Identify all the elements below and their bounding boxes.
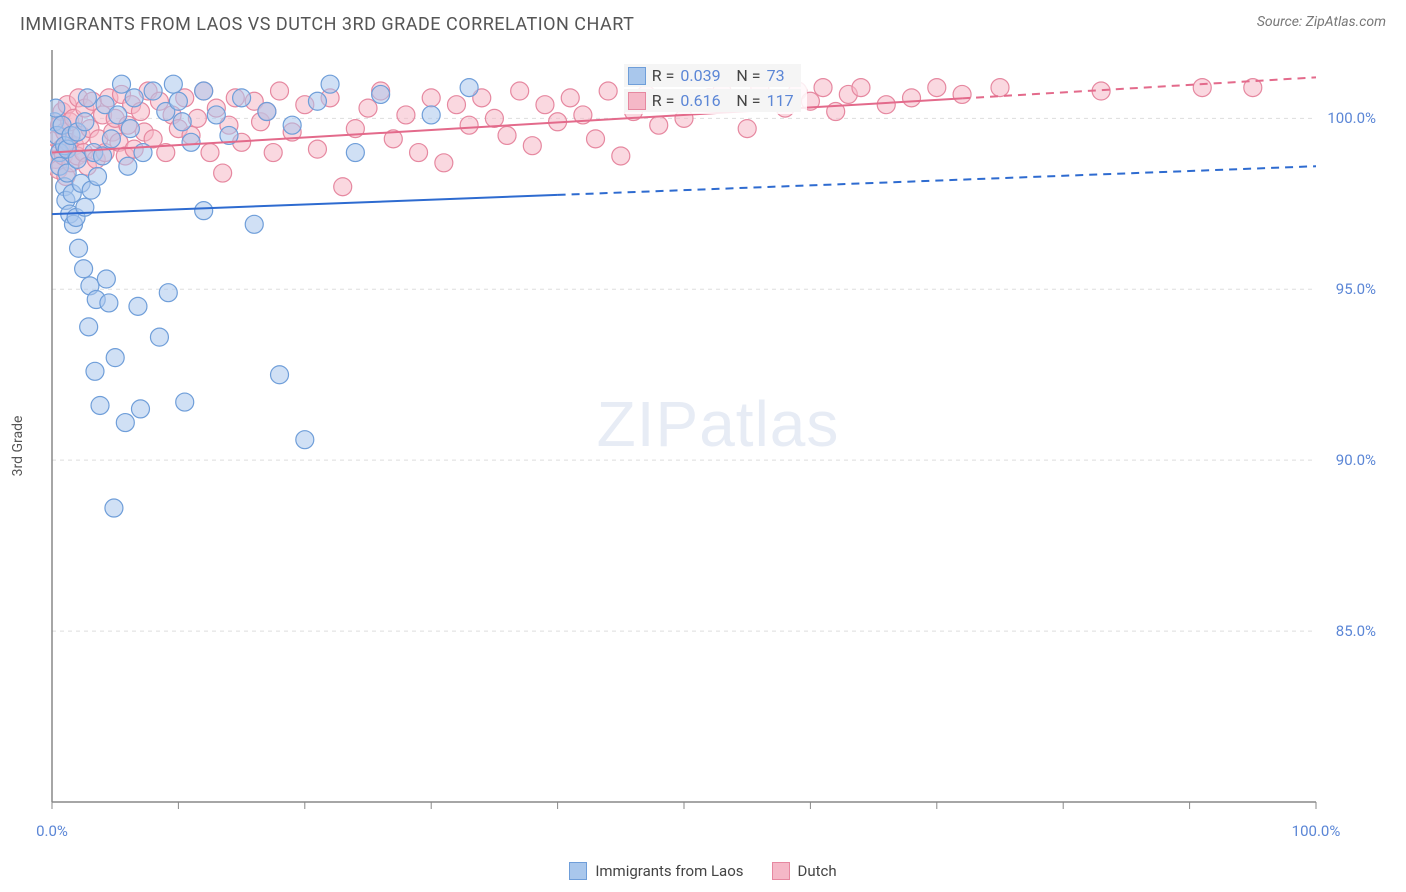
y-tick-label: 90.0% xyxy=(1336,451,1376,469)
legend-swatch-icon xyxy=(628,67,646,85)
scatter-plot-svg xyxy=(50,48,1386,832)
r-value: 0.039 xyxy=(680,66,730,85)
legend-row: R = 0.039 N = 73 xyxy=(624,64,801,87)
n-value: 117 xyxy=(767,91,797,110)
y-axis-label: 3rd Grade xyxy=(10,416,26,477)
r-label: R = xyxy=(652,91,675,110)
r-value: 0.616 xyxy=(680,91,730,110)
n-value: 73 xyxy=(767,66,797,85)
y-tick-label: 85.0% xyxy=(1336,622,1376,640)
n-label: N = xyxy=(736,91,760,110)
legend-item-label: Immigrants from Laos xyxy=(595,862,743,880)
chart-area: ZIPatlas R =0.039N =73R =0.616N =117 85.… xyxy=(50,48,1386,832)
legend-item: Immigrants from Laos xyxy=(569,862,743,880)
legend-row: R = 0.616 N = 117 xyxy=(624,89,801,112)
correlation-legend: R = 0.039 N = 73 R = 0.616 N = 117 xyxy=(618,62,807,114)
legend-swatch-icon xyxy=(628,92,646,110)
chart-title: IMMIGRANTS FROM LAOS VS DUTCH 3RD GRADE … xyxy=(20,14,634,35)
x-tick-label: 100.0% xyxy=(1292,822,1341,840)
legend-item-label: Dutch xyxy=(798,862,837,880)
y-tick-label: 100.0% xyxy=(1327,109,1376,127)
r-label: R = xyxy=(652,66,675,85)
n-label: N = xyxy=(736,66,760,85)
y-tick-label: 95.0% xyxy=(1336,280,1376,298)
legend-item: Dutch xyxy=(772,862,837,880)
legend-swatch-icon xyxy=(569,862,587,880)
series-legend: Immigrants from Laos Dutch xyxy=(0,862,1406,880)
x-tick-label: 0.0% xyxy=(36,822,68,840)
legend-swatch-icon xyxy=(772,862,790,880)
source-label: Source: ZipAtlas.com xyxy=(1257,14,1386,30)
